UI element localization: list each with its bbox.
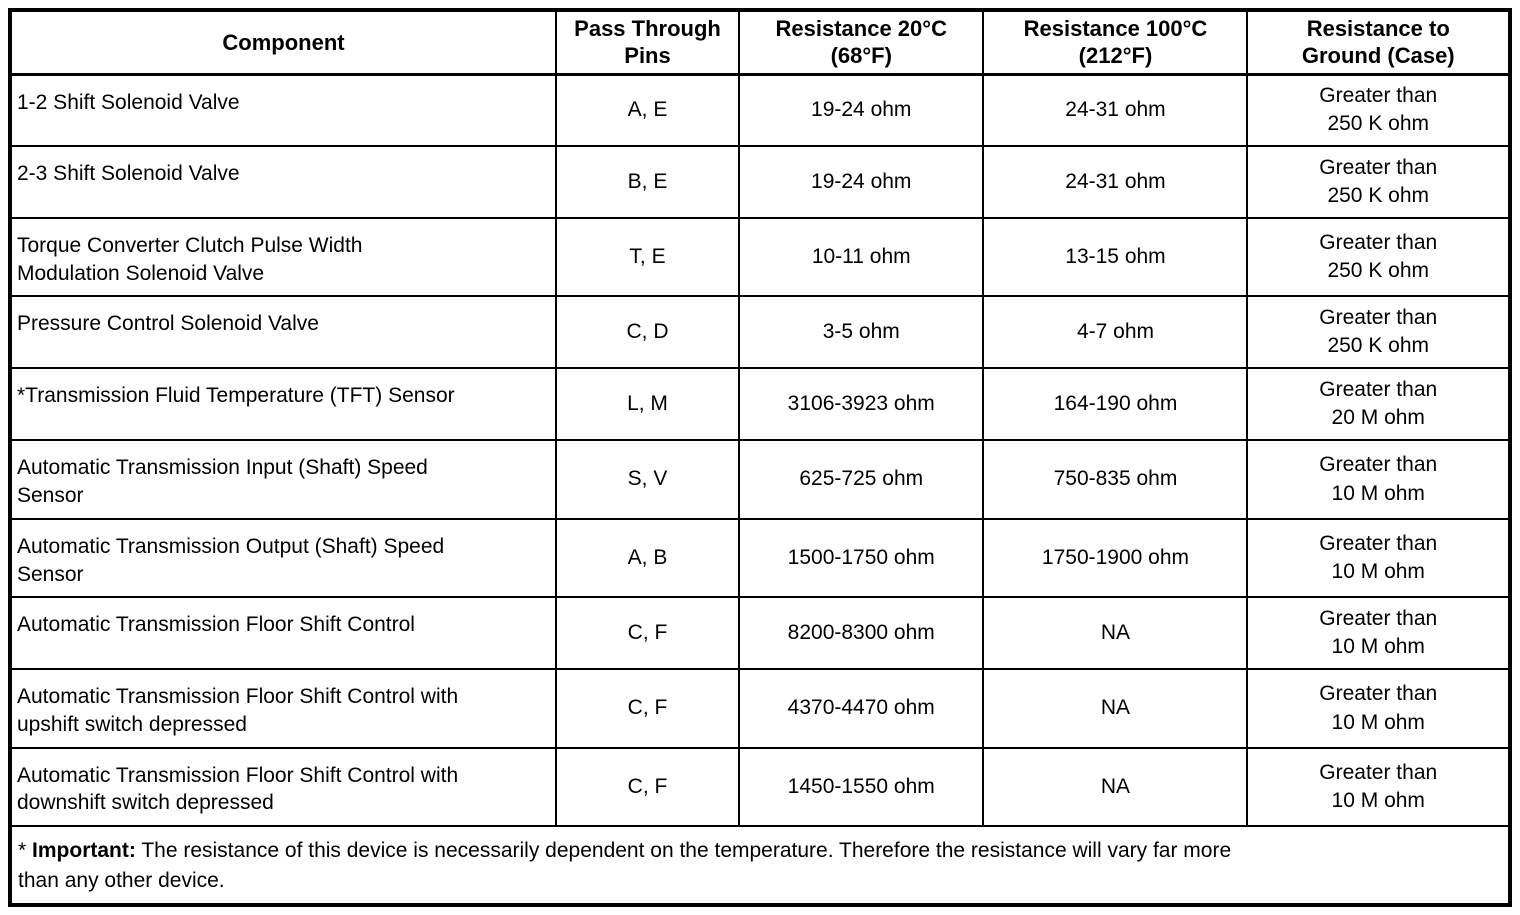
pins-cell: C, F	[555, 746, 740, 828]
table-row: Automatic Transmission Input (Shaft) Spe…	[9, 439, 1511, 520]
resistance-100c-cell: 164-190 ohm	[982, 367, 1249, 442]
table-row: 2-3 Shift Solenoid Valve B, E 19-24 ohm …	[9, 145, 1511, 219]
resistance-ground-cell: Greater than 10 M ohm	[1246, 439, 1511, 520]
resistance-ground-cell: Greater than 250 K ohm	[1246, 145, 1511, 219]
table-row: Automatic Transmission Floor Shift Contr…	[9, 746, 1511, 828]
resistance-ground-cell: Greater than 10 M ohm	[1246, 596, 1511, 671]
footnote-row: * Important: The resistance of this devi…	[9, 825, 1511, 906]
resistance-ground-cell: Greater than 250 K ohm	[1246, 295, 1511, 370]
resistance-20c-cell: 4370-4470 ohm	[737, 668, 985, 749]
resistance-20c-cell: 10-11 ohm	[737, 216, 985, 298]
resistance-ground-cell: Greater than 20 M ohm	[1246, 367, 1511, 442]
component-cell: 1-2 Shift Solenoid Valve	[9, 73, 557, 147]
resistance-20c-cell: 1500-1750 ohm	[737, 517, 985, 599]
pins-cell: C, D	[555, 295, 740, 370]
column-header-component: Component	[9, 9, 557, 76]
resistance-100c-cell: 24-31 ohm	[982, 145, 1249, 219]
component-cell: Pressure Control Solenoid Valve	[9, 295, 557, 370]
footnote-label: Important:	[32, 839, 136, 863]
column-header-resistance-20c: Resistance 20°C (68°F)	[737, 9, 985, 76]
pins-cell: B, E	[555, 145, 740, 219]
column-header-resistance-100c: Resistance 100°C (212°F)	[982, 9, 1249, 76]
table-row: Torque Converter Clutch Pulse Width Modu…	[9, 216, 1511, 298]
resistance-100c-cell: NA	[982, 668, 1249, 749]
resistance-ground-cell: Greater than 250 K ohm	[1246, 216, 1511, 298]
resistance-ground-cell: Greater than 250 K ohm	[1246, 73, 1511, 147]
column-header-resistance-ground: Resistance to Ground (Case)	[1246, 9, 1511, 76]
component-cell: Automatic Transmission Floor Shift Contr…	[9, 746, 557, 828]
component-cell: Automatic Transmission Floor Shift Contr…	[9, 596, 557, 671]
table-row: Automatic Transmission Floor Shift Contr…	[9, 596, 1511, 671]
component-cell: Torque Converter Clutch Pulse Width Modu…	[9, 216, 557, 298]
table-row: *Transmission Fluid Temperature (TFT) Se…	[9, 367, 1511, 442]
pins-cell: S, V	[555, 439, 740, 520]
resistance-20c-cell: 3-5 ohm	[737, 295, 985, 370]
footnote-marker: *	[18, 839, 27, 863]
resistance-20c-cell: 19-24 ohm	[737, 73, 985, 147]
resistance-20c-cell: 3106-3923 ohm	[737, 367, 985, 442]
table-row: Automatic Transmission Output (Shaft) Sp…	[9, 517, 1511, 599]
resistance-20c-cell: 1450-1550 ohm	[737, 746, 985, 828]
pins-cell: L, M	[555, 367, 740, 442]
resistance-20c-cell: 19-24 ohm	[737, 145, 985, 219]
resistance-100c-cell: 13-15 ohm	[982, 216, 1249, 298]
pins-cell: A, E	[555, 73, 740, 147]
resistance-100c-cell: NA	[982, 746, 1249, 828]
pins-cell: A, B	[555, 517, 740, 599]
footnote-text: The resistance of this device is necessa…	[18, 839, 1232, 892]
table-row: 1-2 Shift Solenoid Valve A, E 19-24 ohm …	[9, 73, 1511, 147]
component-cell: 2-3 Shift Solenoid Valve	[9, 145, 557, 219]
table-row: Pressure Control Solenoid Valve C, D 3-5…	[9, 295, 1511, 370]
footnote-cell: * Important: The resistance of this devi…	[9, 825, 1511, 906]
pins-cell: C, F	[555, 596, 740, 671]
resistance-ground-cell: Greater than 10 M ohm	[1246, 668, 1511, 749]
resistance-ground-cell: Greater than 10 M ohm	[1246, 517, 1511, 599]
table-row: Automatic Transmission Floor Shift Contr…	[9, 668, 1511, 749]
resistance-20c-cell: 8200-8300 ohm	[737, 596, 985, 671]
component-cell: Automatic Transmission Output (Shaft) Sp…	[9, 517, 557, 599]
header-row: Component Pass Through Pins Resistance 2…	[9, 9, 1511, 76]
component-cell: Automatic Transmission Input (Shaft) Spe…	[9, 439, 557, 520]
resistance-100c-cell: 24-31 ohm	[982, 73, 1249, 147]
resistance-100c-cell: 750-835 ohm	[982, 439, 1249, 520]
resistance-100c-cell: 4-7 ohm	[982, 295, 1249, 370]
resistance-ground-cell: Greater than 10 M ohm	[1246, 746, 1511, 828]
resistance-spec-table: Component Pass Through Pins Resistance 2…	[8, 8, 1512, 907]
column-header-pass-through-pins: Pass Through Pins	[555, 9, 740, 76]
pins-cell: C, F	[555, 668, 740, 749]
resistance-100c-cell: NA	[982, 596, 1249, 671]
resistance-100c-cell: 1750-1900 ohm	[982, 517, 1249, 599]
component-cell: *Transmission Fluid Temperature (TFT) Se…	[9, 367, 557, 442]
pins-cell: T, E	[555, 216, 740, 298]
resistance-20c-cell: 625-725 ohm	[737, 439, 985, 520]
component-cell: Automatic Transmission Floor Shift Contr…	[9, 668, 557, 749]
